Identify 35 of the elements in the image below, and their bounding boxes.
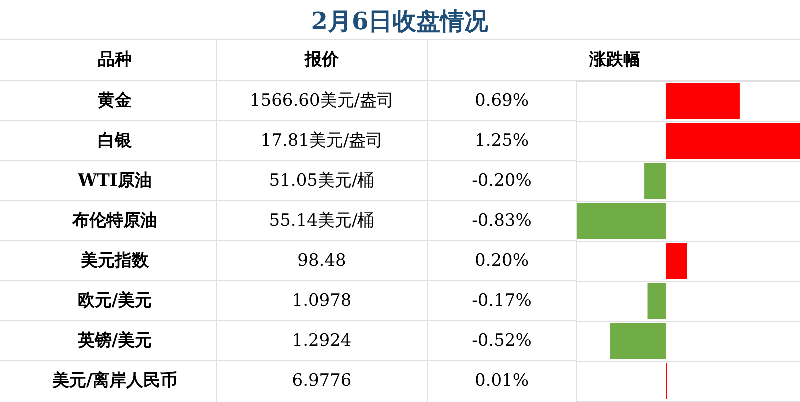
y-tick-label: 布伦特原油 — [72, 211, 158, 231]
data-label: 0.20% — [474, 251, 530, 271]
text: 51.05美元/桶 — [269, 171, 375, 191]
y-tick-label: 美元/离岸人民币 — [51, 371, 178, 391]
y-tick-label: 白银 — [98, 131, 133, 151]
bar — [577, 203, 666, 239]
chart-title: 2月6日收盘情况 — [311, 6, 490, 36]
bar — [666, 123, 800, 159]
bar — [666, 243, 688, 279]
text: 98.48 — [298, 251, 346, 271]
data-label: -0.83% — [472, 211, 532, 231]
x-axis-title: 涨跌幅 — [588, 50, 640, 70]
text: 55.14美元/桶 — [269, 211, 375, 231]
y-tick-label: 欧元/美元 — [78, 291, 152, 311]
y-axis-title: 品种 — [98, 50, 132, 70]
y-tick-label: 黄金 — [97, 91, 132, 111]
bar — [666, 83, 740, 119]
data-label: -0.20% — [472, 171, 532, 191]
y-tick-label: 英镑/美元 — [76, 331, 152, 351]
bar — [648, 283, 666, 319]
text: 6.9776 — [292, 371, 352, 391]
y-tick-label: WTI原油 — [77, 171, 152, 191]
data-label: 0.01% — [474, 371, 530, 391]
bar — [610, 323, 666, 359]
y-tick-label: 美元指数 — [80, 251, 150, 271]
data-label: -0.52% — [472, 331, 532, 351]
text: 1566.60美元/盎司 — [250, 91, 394, 111]
data-label: -0.17% — [472, 291, 532, 311]
data-label: 1.25% — [474, 131, 530, 151]
text: 17.81美元/盎司 — [260, 131, 384, 151]
text: 1.2924 — [292, 331, 352, 351]
text: 1.0978 — [292, 291, 352, 311]
bar — [644, 163, 666, 199]
text: 报价 — [304, 50, 340, 70]
data-label: 0.69% — [474, 91, 530, 111]
